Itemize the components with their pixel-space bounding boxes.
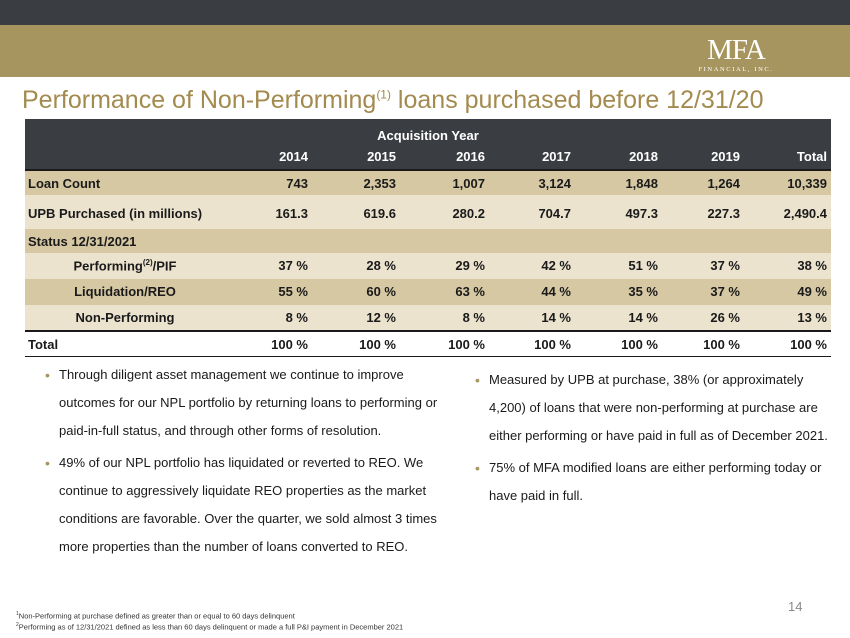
table-row: Loan Count 743 2,353 1,007 3,124 1,848 1…: [25, 171, 831, 195]
bullet-item: Measured by UPB at purchase, 38% (or app…: [475, 366, 835, 450]
row-label-suffix: /PIF: [152, 258, 177, 274]
footnote: 2Performing as of 12/31/2021 defined as …: [16, 622, 403, 632]
cell: 8 %: [462, 310, 485, 325]
row-label: UPB Purchased (in millions): [28, 206, 203, 221]
footnote-marker: 1: [16, 611, 19, 617]
table-row-total: Total 100 % 100 % 100 % 100 % 100 % 100 …: [25, 330, 831, 357]
cell: 2,490.4: [783, 206, 827, 221]
performance-table: Acquisition Year 2014 2015 2016 2017 201…: [25, 119, 831, 357]
cell: 28 %: [366, 258, 396, 273]
cell: 100 %: [359, 337, 396, 352]
left-bullet-list: Through diligent asset management we con…: [45, 361, 445, 565]
cell: 704.7: [538, 206, 571, 221]
cell: 49 %: [797, 284, 827, 299]
footnote-marker: 2: [16, 622, 19, 628]
cell: 100 %: [448, 337, 485, 352]
bullet-item: 75% of MFA modified loans are either per…: [475, 454, 835, 510]
table-row: Performing(2)/PIF 37 % 28 % 29 % 42 % 51…: [25, 253, 831, 279]
cell: 42 %: [541, 258, 571, 273]
footnote: 1Non-Performing at purchase defined as g…: [16, 611, 295, 621]
cell: 12 %: [366, 310, 396, 325]
row-label: Performing(2)/PIF: [25, 258, 225, 273]
cell: 1,848: [625, 176, 658, 191]
cell: 100 %: [703, 337, 740, 352]
col-header: 2014: [279, 149, 308, 164]
row-label-text: Performing: [73, 258, 143, 274]
cell: 29 %: [455, 258, 485, 273]
cell: 14 %: [541, 310, 571, 325]
col-header: Total: [796, 149, 827, 164]
cell: 227.3: [707, 206, 740, 221]
cell: 100 %: [790, 337, 827, 352]
cell: 100 %: [621, 337, 658, 352]
row-label: Status 12/31/2021: [28, 234, 137, 249]
cell: 37 %: [278, 258, 308, 273]
top-dark-bar: [0, 0, 850, 25]
footnote-ref: (2): [142, 258, 153, 267]
footnote-text: Performing as of 12/31/2021 defined as l…: [18, 622, 404, 632]
title-rest: loans purchased before 12/31/20: [390, 86, 764, 114]
row-label: Non-Performing: [75, 310, 175, 325]
cell: 10,339: [787, 176, 827, 191]
cell: 100 %: [534, 337, 571, 352]
page-number: 14: [788, 599, 803, 614]
mfa-logo: MFA FINANCIAL, INC.: [690, 36, 782, 76]
col-header: 2019: [711, 149, 740, 164]
cell: 44 %: [541, 284, 571, 299]
right-bullet-list: Measured by UPB at purchase, 38% (or app…: [475, 366, 835, 514]
cell: 2,353: [363, 176, 396, 191]
cell: 497.3: [625, 206, 658, 221]
cell: 37 %: [710, 284, 740, 299]
cell: 55 %: [278, 284, 308, 299]
cell: 743: [286, 176, 308, 191]
row-label: Liquidation/REO: [74, 284, 176, 299]
cell: 3,124: [538, 176, 571, 191]
title-main: Performance of Non-Performing: [22, 86, 377, 114]
table-header: Acquisition Year 2014 2015 2016 2017 201…: [25, 119, 831, 171]
table-row: Status 12/31/2021: [25, 229, 831, 253]
cell: 13 %: [797, 310, 827, 325]
row-label: Total: [28, 337, 59, 352]
cell: 51 %: [628, 258, 658, 273]
table-row: Non-Performing 8 % 12 % 8 % 14 % 14 % 26…: [25, 305, 831, 330]
col-header: 2015: [367, 149, 396, 164]
cell: 100 %: [271, 337, 308, 352]
col-header: 2016: [456, 149, 485, 164]
cell: 35 %: [628, 284, 658, 299]
cell: 161.3: [275, 206, 308, 221]
title-footnote-ref: (1): [376, 87, 391, 102]
cell: 1,007: [452, 176, 485, 191]
table-row: UPB Purchased (in millions) 161.3 619.6 …: [25, 195, 831, 229]
cell: 63 %: [455, 284, 485, 299]
cell: 38 %: [797, 258, 827, 273]
logo-main-text: MFA: [707, 34, 766, 66]
cell: 619.6: [363, 206, 396, 221]
cell: 37 %: [710, 258, 740, 273]
cell: 60 %: [366, 284, 396, 299]
col-header: 2018: [629, 149, 658, 164]
cell: 26 %: [710, 310, 740, 325]
acquisition-year-header: Acquisition Year: [377, 128, 479, 143]
cell: 1,264: [707, 176, 740, 191]
cell: 280.2: [452, 206, 485, 221]
cell: 14 %: [628, 310, 658, 325]
col-header: 2017: [542, 149, 571, 164]
footnote-text: Non-Performing at purchase defined as gr…: [18, 611, 295, 621]
cell: 8 %: [285, 310, 308, 325]
logo-sub-text: FINANCIAL, INC.: [698, 66, 774, 73]
row-label: Loan Count: [28, 176, 101, 191]
top-gold-bar: [0, 25, 850, 77]
bullet-item: Through diligent asset management we con…: [45, 361, 445, 445]
bullet-item: 49% of our NPL portfolio has liquidated …: [45, 449, 445, 561]
table-row: Liquidation/REO 55 % 60 % 63 % 44 % 35 %…: [25, 279, 831, 305]
page-title: Performance of Non-Performing(1) loans p…: [22, 86, 842, 115]
